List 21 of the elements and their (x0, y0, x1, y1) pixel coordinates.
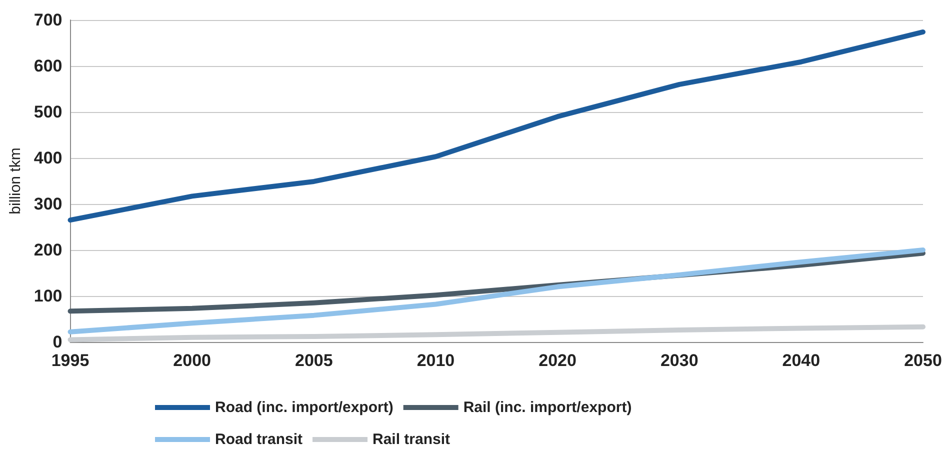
x-tick-label: 2005 (294, 351, 333, 370)
y-tick-label: 200 (34, 240, 62, 260)
x-tick-label: 1995 (51, 351, 90, 370)
legend-label: Road transit (215, 431, 303, 448)
y-tick-label: 600 (34, 56, 62, 76)
y-tick-label: 0 (52, 332, 62, 352)
x-tick-label: 2050 (904, 351, 942, 370)
y-tick-label: 700 (34, 10, 62, 30)
legend-label: Rail transit (372, 431, 450, 448)
y-tick-label: 300 (34, 194, 62, 214)
y-tick-label: 500 (34, 102, 62, 122)
x-tick-label: 2000 (173, 351, 211, 370)
y-tick-label: 100 (34, 286, 62, 306)
x-tick-label: 2010 (416, 351, 455, 370)
legend-label: Road (inc. import/export) (215, 399, 394, 416)
y-axis-title: billion tkm (7, 148, 24, 214)
x-tick-label: 2040 (782, 351, 820, 370)
legend-label: Rail (inc. import/export) (463, 399, 632, 416)
y-tick-label: 400 (34, 148, 62, 168)
x-tick-label: 2020 (538, 351, 576, 370)
x-tick-label: 2030 (660, 351, 698, 370)
